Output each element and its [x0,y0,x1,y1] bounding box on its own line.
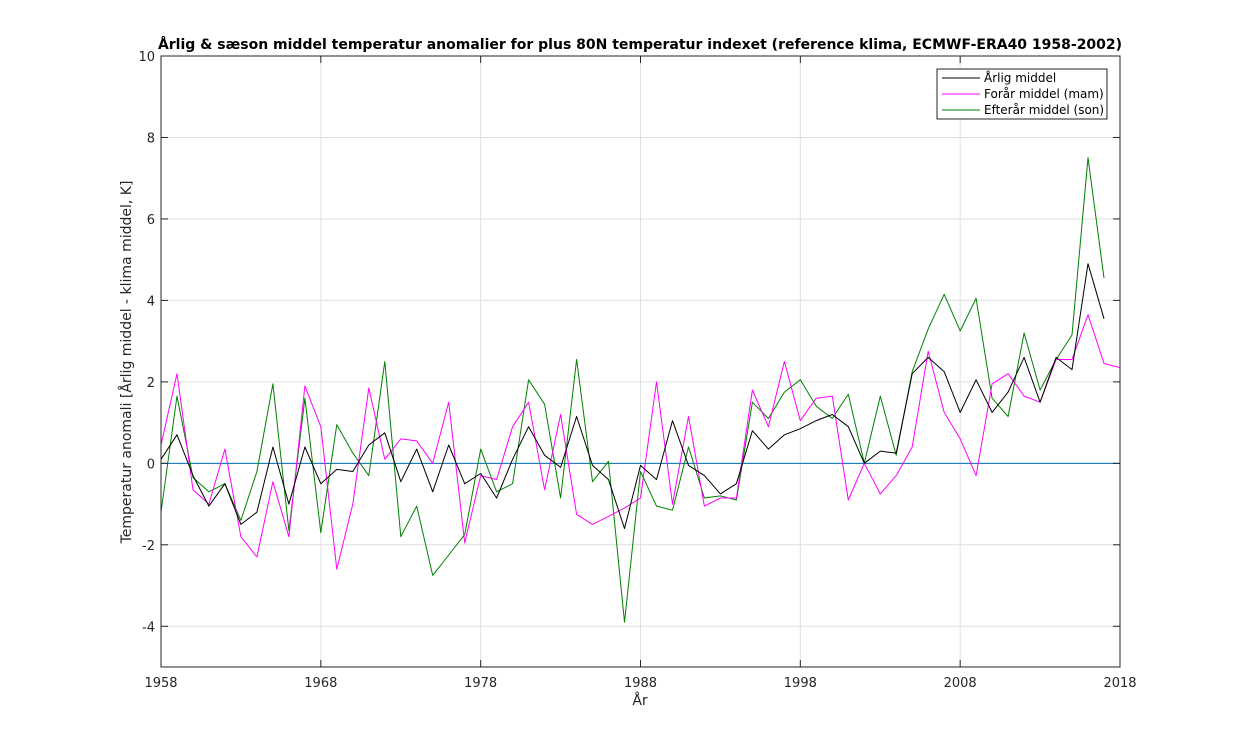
y-tick-label: 0 [147,457,155,472]
x-tick-label: 1978 [464,676,497,691]
y-tick-label: 8 [147,131,155,146]
x-tick-label: 1968 [304,676,337,691]
legend-label-annual: Årlig middel [984,70,1056,85]
x-tick-label: 1998 [784,676,817,691]
spring-mean-line [160,314,1121,570]
y-tick-label: 6 [147,213,155,228]
series-lines [160,157,1121,623]
chart-title: Årlig & sæson middel temperatur anomalie… [158,36,1122,53]
y-tick-label: 4 [147,294,155,309]
y-axis-title: Temperatur anomali [Årlig middel - klima… [118,181,135,545]
annual-mean-line [160,263,1105,529]
axis-ticks: 1958 1968 1978 1988 1998 2008 2018 -4 -2 0 2 4 6 8 10 [138,50,1136,691]
legend-label-spring: Forår middel (mam) [984,87,1104,101]
y-tick-label: -2 [142,539,155,554]
legend-label-autumn: Efterår middel (son) [984,103,1104,117]
grid [161,56,1120,667]
autumn-mean-line [160,157,1105,623]
x-axis-title: År [632,692,648,709]
x-tick-label: 1988 [624,676,657,691]
x-tick-label: 1958 [144,676,177,691]
y-tick-label: -4 [142,620,155,635]
y-tick-label: 10 [138,50,155,65]
legend: Årlig middel Forår middel (mam) Efterår … [936,68,1108,120]
x-tick-label: 2018 [1103,676,1136,691]
y-tick-label: 2 [147,376,155,391]
x-tick-label: 2008 [944,676,977,691]
